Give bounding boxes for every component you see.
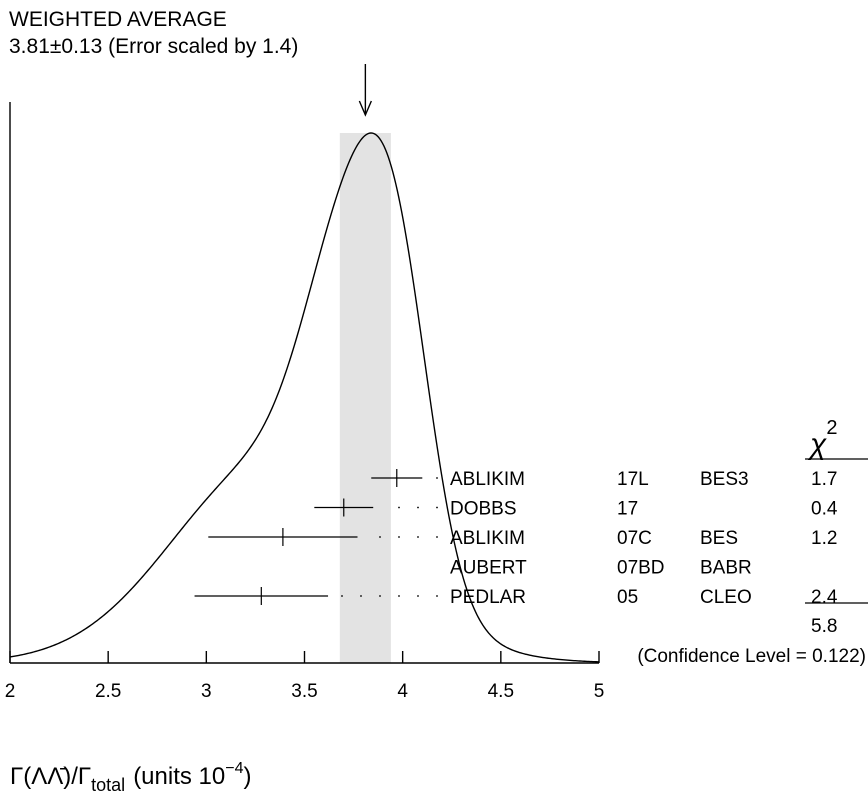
measurement-chi2: 1.2: [811, 528, 837, 549]
measurement-chi2: 1.7: [811, 469, 837, 490]
weighted-average-arrow: [358, 64, 373, 117]
measurement-experiment: CLEO: [700, 587, 752, 608]
leader-dot: [417, 536, 419, 538]
leader-dot: [379, 595, 381, 597]
measurement-author: ABLIKIM: [450, 528, 525, 549]
x-axis-ticks: 2 2.5 3 3.5 4 4.5 5: [5, 651, 605, 702]
measurement-author: PEDLAR: [450, 587, 526, 608]
leader-dot: [417, 506, 419, 509]
x-tick-label: 3: [201, 681, 212, 702]
measurement-experiment: BES3: [700, 469, 749, 490]
measurement-author: ABLIKIM: [450, 469, 525, 490]
x-tick-label: 2: [5, 681, 16, 702]
x-axis-label-exp: −4: [225, 760, 243, 777]
x-tick-label: 2.5: [95, 681, 121, 702]
leader-dot: [398, 595, 400, 597]
measurement-experiment: BABR: [700, 558, 752, 579]
measurement-row: ABLIKIM 07C BES 1.2: [208, 528, 837, 549]
leader-dot: [436, 536, 438, 538]
measurement-row: AUBERT 07BD BABR: [450, 558, 752, 579]
confidence-level: (Confidence Level = 0.122): [637, 646, 866, 667]
measurement-author: DOBBS: [450, 499, 517, 520]
chi2-header: χ2: [807, 417, 838, 461]
measurement-author: AUBERT: [450, 558, 527, 579]
measurement-rows: ABLIKIM 17L BES3 1.7 DOBBS 17 0.4 ABLIKIM 07C BES…: [194, 469, 838, 608]
leader-dot: [417, 595, 419, 597]
leader-dot: [436, 477, 438, 479]
chi2-exponent: 2: [826, 417, 837, 439]
x-tick-label: 4: [397, 681, 408, 702]
x-tick-label: 5: [594, 681, 605, 702]
measurement-year: 17L: [617, 469, 649, 490]
chart-subtitle: 3.81±0.13 (Error scaled by 1.4): [9, 35, 298, 58]
leader-dot: [379, 536, 381, 538]
measurement-year: 07BD: [617, 558, 665, 579]
leader-dot: [341, 595, 343, 597]
x-axis-label-units: (units 10: [133, 763, 225, 790]
x-axis-label: Γ(ΛΛ̄)/Γtotal (units 10−4): [10, 760, 252, 795]
leader-dot: [436, 595, 438, 597]
x-tick-label: 4.5: [488, 681, 514, 702]
measurement-year: 07C: [617, 528, 652, 549]
leader-dot: [398, 506, 400, 509]
x-axis-label-main: Γ(ΛΛ̄)/Γ: [10, 763, 91, 790]
chi2-total: 5.8: [811, 616, 837, 637]
chart-title: WEIGHTED AVERAGE: [9, 8, 227, 31]
weighted-average-band: [339, 133, 391, 663]
measurement-row: PEDLAR 05 CLEO 2.4: [194, 587, 838, 608]
measurement-year: 05: [617, 587, 638, 608]
leader-dot: [436, 506, 438, 509]
x-axis-label-sub: total: [91, 775, 125, 795]
measurement-year: 17: [617, 499, 638, 520]
x-axis-label-close: ): [244, 763, 252, 790]
measurement-row: ABLIKIM 17L BES3 1.7: [371, 469, 837, 490]
leader-dot: [360, 595, 362, 597]
x-tick-label: 3.5: [291, 681, 317, 702]
leader-dot: [398, 536, 400, 538]
measurement-row: DOBBS 17 0.4: [314, 498, 838, 520]
ideogram-curve: [9, 132, 600, 663]
measurement-chi2: 0.4: [811, 499, 838, 520]
chi2-symbol: χ: [807, 428, 827, 461]
measurement-chi2: 2.4: [811, 587, 838, 608]
measurement-experiment: BES: [700, 528, 738, 549]
